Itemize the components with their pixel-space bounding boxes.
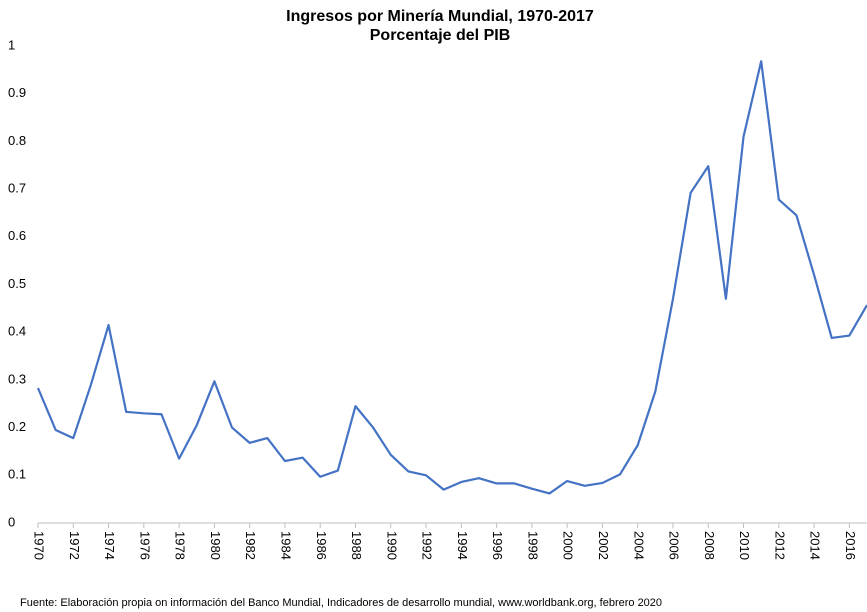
y-tick-label: 0.3 xyxy=(8,371,26,386)
y-tick-label: 0.8 xyxy=(8,133,26,148)
y-tick-label: 1 xyxy=(8,37,15,52)
x-tick-label: 1974 xyxy=(102,531,117,560)
x-tick-label: 2014 xyxy=(808,531,823,560)
x-tick-label: 1970 xyxy=(32,531,47,560)
x-tick-label: 2012 xyxy=(772,531,787,560)
x-tick-label: 1984 xyxy=(278,531,293,560)
y-tick-label: 0 xyxy=(8,514,15,529)
y-tick-label: 0.6 xyxy=(8,228,26,243)
x-tick-label: 2010 xyxy=(737,531,752,560)
x-tick-label: 2006 xyxy=(667,531,682,560)
y-tick-label: 0.5 xyxy=(8,276,26,291)
x-tick-label: 1982 xyxy=(243,531,258,560)
x-tick-label: 1980 xyxy=(208,531,223,560)
y-tick-label: 0.4 xyxy=(8,324,26,339)
x-tick-label: 1998 xyxy=(525,531,540,560)
chart-title: Ingresos por Minería Mundial, 1970-2017 xyxy=(286,8,594,25)
y-tick-label: 0.2 xyxy=(8,419,26,434)
x-tick-label: 2008 xyxy=(702,531,717,560)
y-tick-label: 0.9 xyxy=(8,85,26,100)
y-tick-label: 0.1 xyxy=(8,467,26,482)
x-tick-label: 1996 xyxy=(490,531,505,560)
x-tick-label: 1992 xyxy=(420,531,435,560)
x-tick-label: 2016 xyxy=(843,531,858,560)
x-tick-label: 1990 xyxy=(384,531,399,560)
x-tick-label: 1978 xyxy=(173,531,188,560)
x-tick-label: 2002 xyxy=(596,531,611,560)
x-tick-label: 2004 xyxy=(631,531,646,560)
chart-subtitle: Porcentaje del PIB xyxy=(370,27,511,44)
x-tick-label: 1976 xyxy=(137,531,152,560)
x-tick-label: 1972 xyxy=(67,531,82,560)
source-note: Fuente: Elaboración propia on informació… xyxy=(20,597,662,609)
x-tick-label: 1988 xyxy=(349,531,364,560)
x-tick-label: 1986 xyxy=(314,531,329,560)
data-line xyxy=(36,60,867,495)
x-tick-label: 1994 xyxy=(455,531,470,560)
x-tick-label: 2000 xyxy=(561,531,576,560)
y-tick-label: 0.7 xyxy=(8,181,26,196)
